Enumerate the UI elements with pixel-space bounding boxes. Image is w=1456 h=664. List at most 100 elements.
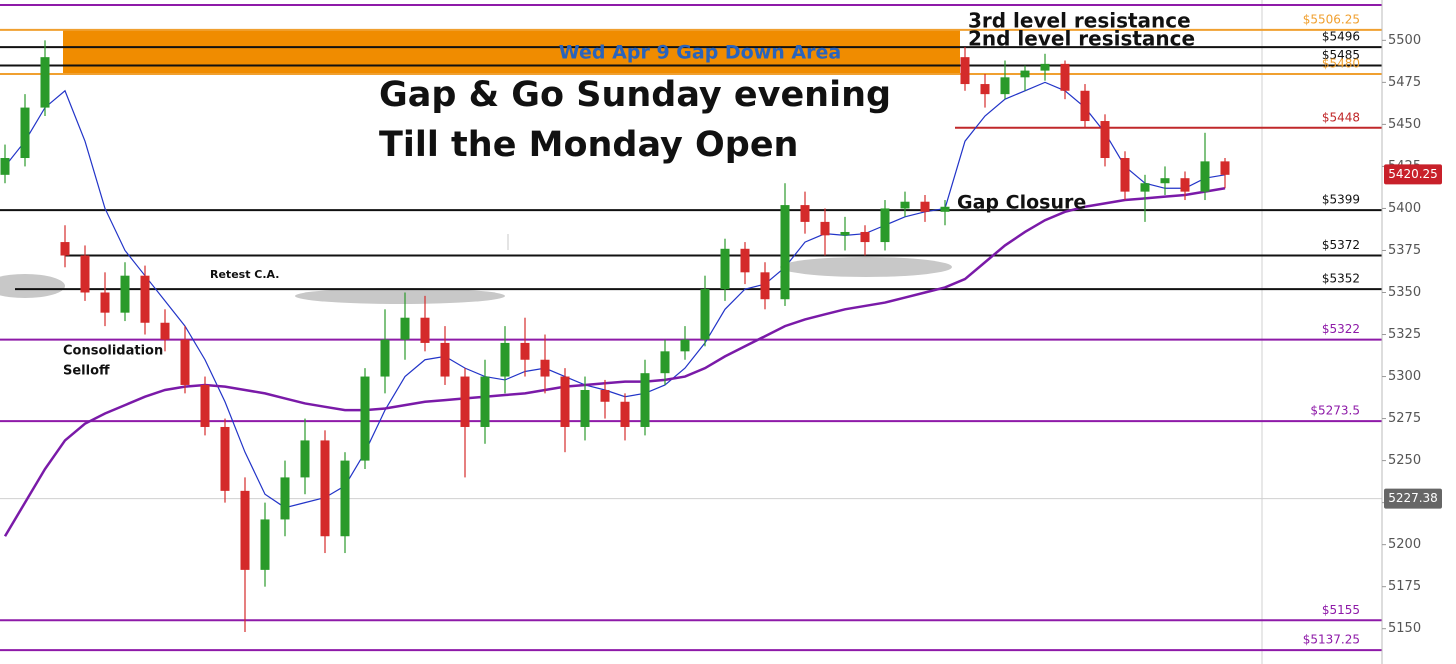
level-label: $5372 [1322, 238, 1360, 252]
candle-body [680, 339, 690, 352]
y-tick-label: 5300 [1388, 369, 1421, 384]
candle-body [640, 373, 650, 427]
candle-body [740, 248, 750, 273]
level-label: $5448 [1322, 110, 1360, 124]
level-label: $5506.25 [1303, 12, 1360, 26]
candle-body [1120, 158, 1130, 192]
y-tick-label: 5450 [1388, 117, 1421, 132]
level-label: $5399 [1322, 193, 1360, 207]
candle-body [260, 519, 270, 570]
candle-body [920, 201, 930, 212]
axis-panel [1382, 0, 1456, 664]
candle-body [360, 376, 370, 461]
level-label: $5155 [1322, 603, 1360, 617]
candle-body [20, 107, 30, 159]
candle-body [1100, 121, 1110, 159]
annotation: Gap & Go Sunday evening [379, 75, 891, 115]
candle-body [900, 201, 910, 209]
annotation: Selloff [63, 364, 110, 379]
y-tick-label: 5150 [1388, 621, 1421, 636]
candle-body [200, 384, 210, 427]
candle-body [460, 376, 470, 427]
level-label: $5352 [1322, 272, 1360, 286]
annotation: Till the Monday Open [379, 125, 798, 165]
candle-body [760, 272, 770, 300]
candle-body [620, 401, 630, 427]
candle-body [1200, 161, 1210, 192]
annotation: 2nd level resistance [968, 27, 1195, 51]
candle-body [100, 292, 110, 313]
candle-body [780, 205, 790, 300]
candle-body [240, 490, 250, 570]
candle-body [0, 158, 10, 175]
y-tick-label: 5350 [1388, 285, 1421, 300]
candle-body [880, 208, 890, 243]
candle-body [860, 231, 870, 243]
candle-body [300, 440, 310, 478]
gap-band [63, 29, 960, 74]
candle-body [60, 242, 70, 256]
candle-body [720, 248, 730, 290]
candle-body [1040, 63, 1050, 71]
candle-body [320, 440, 330, 537]
candle-body [1020, 70, 1030, 78]
candle-body [960, 57, 970, 85]
candle-body [380, 339, 390, 377]
level-label: $5485 [1322, 48, 1360, 62]
last-price-box [1384, 164, 1442, 185]
annotation: Retest C.A. [210, 268, 279, 281]
y-tick-label: 5500 [1388, 33, 1421, 48]
candle-body [40, 57, 50, 108]
level-label: $5137.25 [1303, 633, 1360, 647]
price-axis: 5150517552005225525052755300532553505375… [1381, 0, 1456, 664]
y-tick-label: 5475 [1388, 75, 1421, 90]
candle-body [700, 289, 710, 340]
last-price-label: 5420.25 [1388, 167, 1438, 181]
candle-body [180, 339, 190, 385]
y-tick-label: 5375 [1388, 243, 1421, 258]
annotation: Wed Apr 9 Gap Down Area [559, 42, 841, 64]
candle-body [120, 275, 130, 313]
candle-body [1080, 90, 1090, 122]
level-label: $5273.5 [1310, 404, 1360, 418]
moving-average [4, 81, 1226, 509]
candle-body [540, 359, 550, 377]
candle-body [560, 376, 570, 427]
candle-body [160, 322, 170, 340]
y-tick-label: 5200 [1388, 537, 1421, 552]
candle-body [580, 389, 590, 427]
annotation: 3rd level resistance [968, 9, 1191, 33]
candle-body [140, 275, 150, 323]
candle-body [800, 205, 810, 222]
highlight-ellipse [295, 288, 505, 304]
candle-body [1060, 63, 1070, 91]
candle-body [980, 84, 990, 95]
annotation: Consolidation [63, 344, 163, 359]
candle-body [1000, 77, 1010, 95]
candle-body [420, 317, 430, 343]
y-tick-label: 5400 [1388, 201, 1421, 216]
candle-body [440, 342, 450, 377]
candle-body [1180, 178, 1190, 192]
background-layer: $5506.25 $5496 $5485$5480 $5448 $5399 $5372 $5… [0, 0, 1382, 664]
level-label: $5496 [1322, 30, 1360, 44]
annotation-layer: Wed Apr 9 Gap Down Area Gap & Go Sunday … [63, 9, 1195, 379]
candle-body [220, 426, 230, 491]
candle-body [940, 206, 950, 212]
candle-body [840, 231, 850, 236]
candle-body [820, 221, 830, 236]
candle-body [400, 317, 410, 340]
y-tick-label: 5275 [1388, 411, 1421, 426]
candle-body [80, 255, 90, 293]
annotation: Gap Closure [957, 192, 1086, 214]
candle-body [1140, 183, 1150, 192]
candle-body [1220, 161, 1230, 175]
level-label: $5322 [1322, 322, 1360, 336]
candle-body [600, 389, 610, 402]
level-label: $5480 [1322, 56, 1360, 70]
marks-layer [0, 40, 1230, 633]
cursor-price-label: 5227.38 [1388, 491, 1438, 505]
candle-body [660, 351, 670, 374]
candle-body [480, 376, 490, 427]
